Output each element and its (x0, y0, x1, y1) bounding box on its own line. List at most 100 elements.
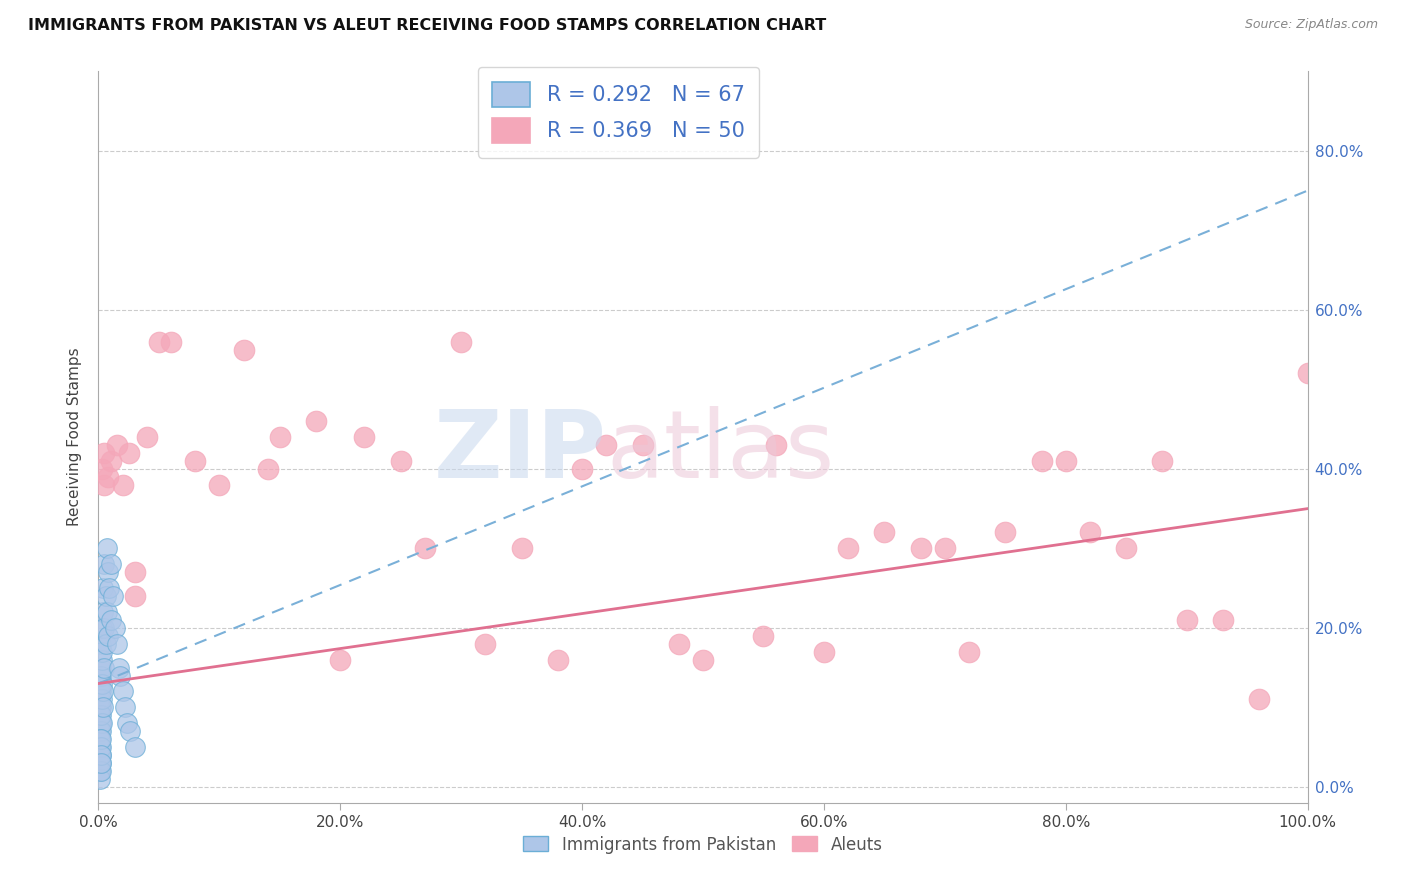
Point (90, 748, 112, 763)
Legend: Immigrants from Pakistan, Aleuts: Immigrants from Pakistan, Aleuts (516, 829, 890, 860)
Point (118, 724, 141, 739)
Point (118, 446, 141, 460)
Point (135, 430, 157, 444)
Point (668, 637, 690, 651)
Point (90, 740, 112, 755)
Point (450, 334, 472, 349)
Point (90, 764, 112, 778)
Point (90, 732, 112, 747)
Text: Source: ZipAtlas.com: Source: ZipAtlas.com (1244, 18, 1378, 31)
Point (91, 692, 114, 706)
Text: ZIP: ZIP (433, 406, 606, 498)
Point (91, 621, 114, 635)
Point (873, 525, 896, 540)
Point (91, 684, 114, 698)
Point (148, 334, 170, 349)
Point (96, 541, 118, 556)
Point (208, 477, 231, 491)
Point (1296, 367, 1319, 381)
Point (97, 629, 120, 643)
Point (90, 756, 112, 770)
Point (91, 653, 114, 667)
Point (1115, 541, 1137, 556)
Point (90, 756, 112, 770)
Point (89, 732, 111, 747)
Point (413, 541, 436, 556)
Point (305, 414, 328, 428)
Point (91, 581, 114, 595)
Point (89, 740, 111, 755)
Point (91, 605, 114, 619)
Point (91, 716, 114, 731)
Text: IMMIGRANTS FROM PAKISTAN VS ALEUT RECEIVING FOOD STAMPS CORRELATION CHART: IMMIGRANTS FROM PAKISTAN VS ALEUT RECEIV… (28, 18, 827, 33)
Point (957, 645, 980, 659)
Point (90, 637, 112, 651)
Point (89, 676, 111, 690)
Point (89, 748, 111, 763)
Point (98, 581, 121, 595)
Point (104, 621, 127, 635)
Point (105, 438, 128, 452)
Point (89, 732, 111, 747)
Point (91, 462, 114, 476)
Point (1078, 525, 1101, 540)
Point (89, 724, 111, 739)
Point (89, 748, 111, 763)
Point (837, 541, 859, 556)
Point (90, 716, 112, 731)
Point (93, 558, 115, 572)
Point (90, 748, 112, 763)
Point (90, 724, 112, 739)
Point (474, 637, 496, 651)
Point (89, 692, 111, 706)
Point (93, 477, 115, 491)
Point (571, 462, 593, 476)
Point (94, 637, 117, 651)
Point (91, 676, 114, 690)
Point (111, 684, 134, 698)
Y-axis label: Receiving Food Stamps: Receiving Food Stamps (67, 348, 83, 526)
Point (89, 756, 111, 770)
Point (117, 716, 139, 731)
Point (1249, 692, 1271, 706)
Point (91, 700, 114, 714)
Point (114, 700, 136, 714)
Point (100, 613, 122, 627)
Point (910, 541, 932, 556)
Point (111, 477, 134, 491)
Point (813, 645, 835, 659)
Point (89, 756, 111, 770)
Point (97, 470, 120, 484)
Point (1152, 454, 1174, 468)
Point (1175, 613, 1198, 627)
Point (90, 668, 112, 682)
Point (89, 740, 111, 755)
Point (89, 716, 111, 731)
Point (329, 653, 352, 667)
Point (692, 653, 714, 667)
Point (108, 660, 131, 674)
Point (595, 438, 617, 452)
Point (510, 541, 533, 556)
Point (89, 684, 111, 698)
Point (752, 629, 775, 643)
Point (90, 700, 112, 714)
Point (100, 454, 122, 468)
Point (1212, 613, 1234, 627)
Point (90, 660, 112, 674)
Point (89, 772, 111, 786)
Point (631, 438, 654, 452)
Point (256, 462, 278, 476)
Point (89, 708, 111, 723)
Point (1054, 454, 1077, 468)
Point (89, 764, 111, 778)
Point (93, 446, 115, 460)
Point (100, 558, 122, 572)
Point (94, 589, 117, 603)
Point (994, 525, 1017, 540)
Point (91, 645, 114, 659)
Point (105, 637, 128, 651)
Point (96, 605, 118, 619)
Point (1031, 454, 1053, 468)
Point (269, 430, 291, 444)
